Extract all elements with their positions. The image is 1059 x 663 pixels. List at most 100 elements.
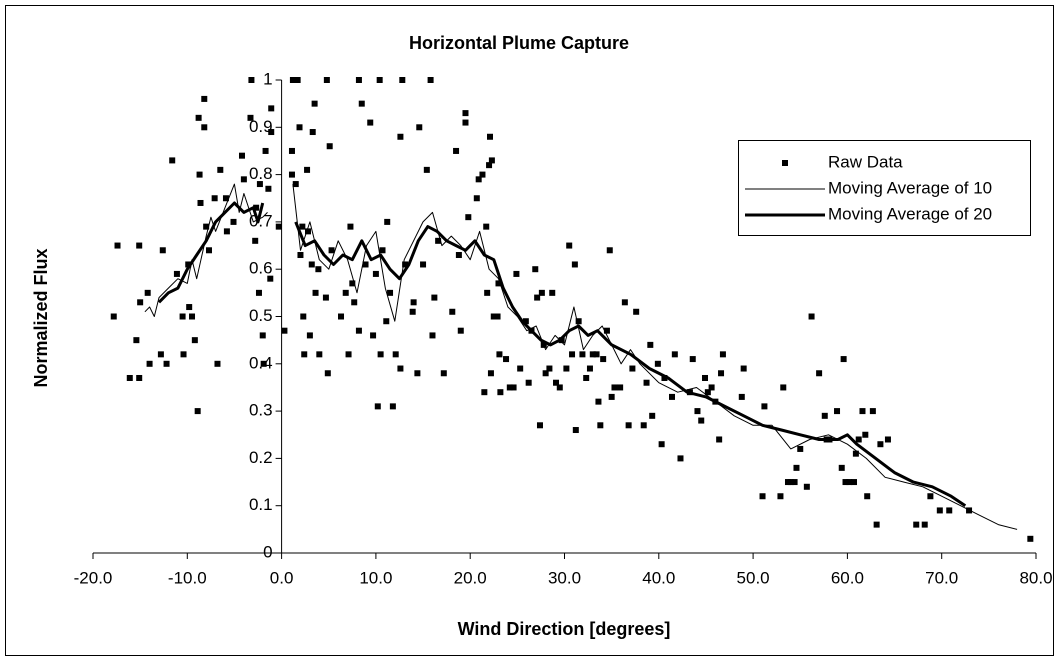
data-point [503, 356, 510, 363]
data-point [397, 133, 404, 140]
data-point [259, 332, 266, 339]
data-point [611, 384, 618, 391]
data-point [427, 77, 434, 83]
data-point [851, 479, 858, 486]
data-point [946, 507, 953, 514]
data-point [255, 289, 262, 296]
y-tick-label: 0.2 [249, 448, 273, 467]
data-point [643, 379, 650, 386]
data-point [496, 351, 503, 358]
data-point [649, 412, 656, 419]
data-point [304, 166, 311, 173]
data-point [495, 280, 502, 287]
data-point [791, 479, 798, 486]
data-point [205, 247, 212, 254]
data-point [465, 214, 472, 221]
data-point [716, 436, 723, 443]
data-point [597, 422, 604, 429]
data-point [484, 289, 491, 296]
data-point [315, 266, 322, 273]
data-point [230, 218, 237, 225]
data-point [808, 313, 815, 320]
y-tick-label: 0.5 [249, 306, 273, 325]
data-point [490, 313, 497, 320]
data-point [1027, 535, 1034, 542]
data-point [169, 157, 176, 164]
data-point [409, 308, 416, 315]
data-point [387, 289, 394, 296]
data-point [793, 464, 800, 471]
x-tick-label: 10.0 [359, 568, 392, 587]
data-point [203, 223, 210, 230]
data-point [846, 479, 853, 486]
data-point [416, 124, 423, 131]
data-point [440, 370, 447, 377]
data-point [262, 147, 269, 154]
data-point [671, 351, 678, 358]
data-point [497, 389, 504, 396]
x-tick-label: 40.0 [642, 568, 675, 587]
data-point [658, 441, 665, 448]
data-point [384, 218, 391, 225]
line-series [292, 184, 1018, 530]
data-point [299, 223, 306, 230]
data-point [927, 493, 934, 500]
data-point [110, 313, 117, 320]
data-point [311, 100, 318, 107]
x-tick-label: 50.0 [737, 568, 770, 587]
y-tick-label: 0.8 [249, 164, 273, 183]
data-point [462, 110, 469, 117]
data-point [392, 351, 399, 358]
data-point [306, 332, 313, 339]
data-point [301, 351, 308, 358]
data-point [126, 374, 133, 381]
legend-marker [782, 160, 788, 166]
data-point [575, 318, 582, 325]
data-point [268, 105, 275, 112]
data-point [238, 152, 245, 159]
x-tick-label: 60.0 [831, 568, 864, 587]
data-point [603, 327, 610, 334]
data-point [214, 360, 221, 367]
data-point [351, 299, 358, 306]
data-point [292, 181, 299, 188]
data-point [542, 370, 549, 377]
data-point [312, 289, 319, 296]
data-point [389, 403, 396, 410]
data-point [362, 261, 369, 268]
data-point [608, 393, 615, 400]
x-tick-label: 0.0 [270, 568, 294, 587]
data-point [372, 270, 379, 277]
data-point [921, 521, 928, 528]
data-point [345, 351, 352, 358]
data-point [936, 507, 943, 514]
data-point [195, 114, 202, 121]
data-point [532, 266, 539, 273]
data-point [248, 77, 255, 83]
data-point [698, 417, 705, 424]
data-point [322, 294, 329, 301]
data-point [617, 384, 624, 391]
data-point [702, 374, 709, 381]
data-point [873, 521, 880, 528]
data-point [816, 370, 823, 377]
data-point [163, 360, 170, 367]
legend-label: Raw Data [828, 152, 903, 171]
data-point [571, 261, 578, 268]
data-point [201, 95, 208, 102]
data-point [689, 356, 696, 363]
data-point [708, 384, 715, 391]
data-point [704, 389, 711, 396]
y-tick-label: 0.9 [249, 117, 273, 136]
data-point [840, 356, 847, 363]
data-point [473, 195, 480, 202]
data-point [852, 450, 859, 457]
data-point [534, 294, 541, 301]
data-point [358, 100, 365, 107]
data-point [253, 204, 260, 211]
data-point [862, 431, 869, 438]
data-point [201, 124, 208, 131]
data-point [834, 408, 841, 415]
data-point [431, 294, 438, 301]
data-point [797, 445, 804, 452]
